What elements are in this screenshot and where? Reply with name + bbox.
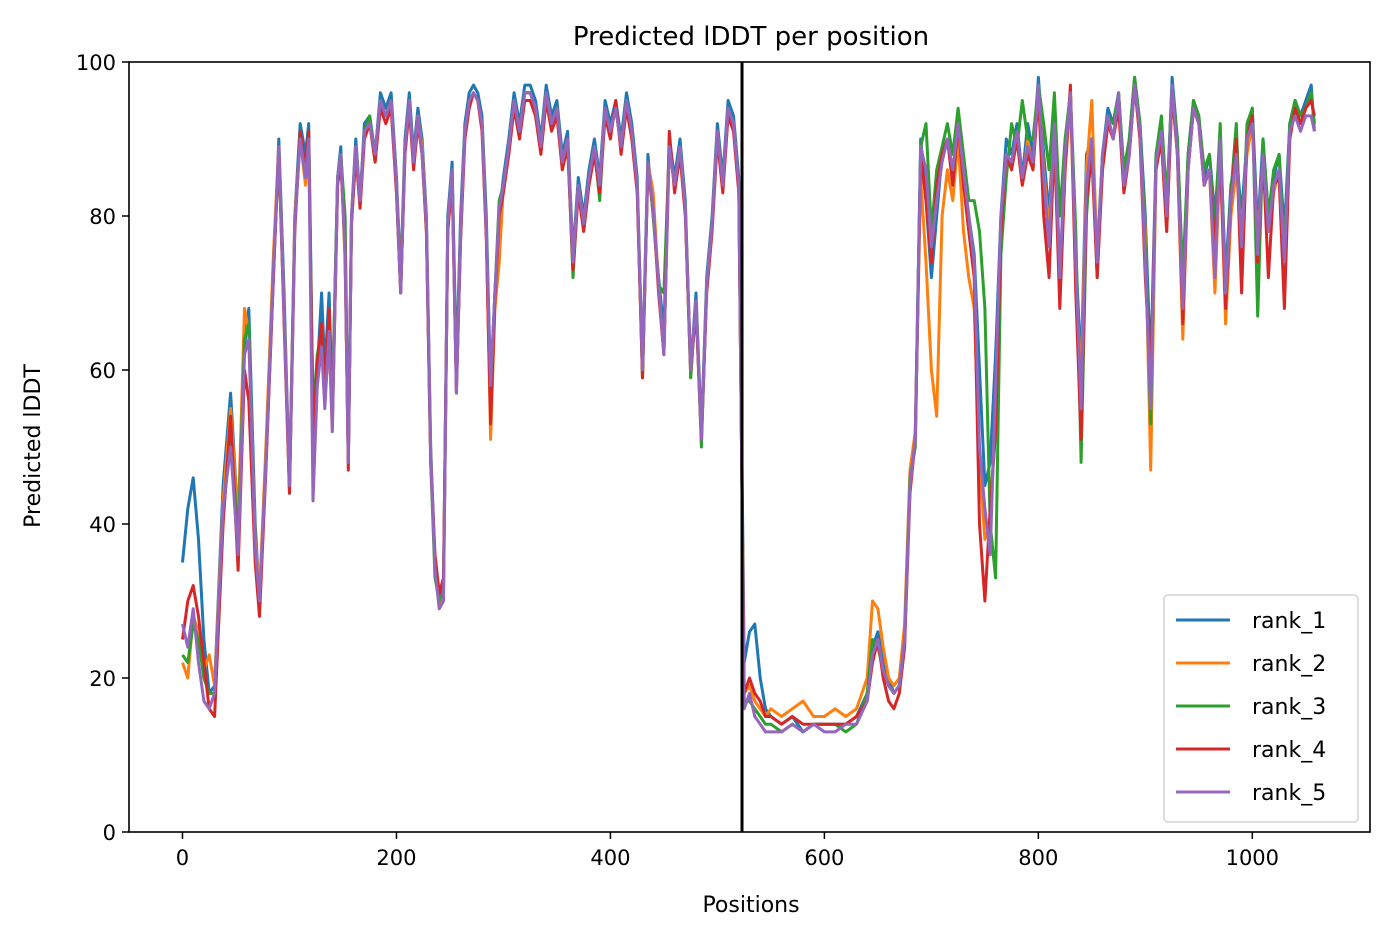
legend-label: rank_2 xyxy=(1252,652,1326,677)
legend-label: rank_4 xyxy=(1252,738,1326,763)
y-tick-label: 80 xyxy=(89,205,116,229)
legend-label: rank_5 xyxy=(1252,781,1326,806)
y-tick-label: 0 xyxy=(103,821,116,845)
x-tick-label: 0 xyxy=(176,846,189,870)
legend-label: rank_3 xyxy=(1252,695,1326,720)
y-tick-label: 60 xyxy=(89,359,116,383)
y-tick-label: 40 xyxy=(89,513,116,537)
y-tick-label: 100 xyxy=(76,51,116,75)
y-tick-label: 20 xyxy=(89,667,116,691)
series-layer xyxy=(181,75,1316,734)
x-tick-label: 200 xyxy=(376,846,416,870)
x-axis-title: Positions xyxy=(702,893,799,918)
x-tick-label: 400 xyxy=(590,846,630,870)
y-axis-title: Predicted lDDT xyxy=(21,364,46,528)
x-axis: 0 200 400 600 800 1000 xyxy=(176,832,1279,870)
plot-area-frame xyxy=(128,61,1371,833)
x-tick-label: 600 xyxy=(804,846,844,870)
x-tick-label: 1000 xyxy=(1226,846,1279,870)
series-line-rank-5 xyxy=(181,83,1316,734)
y-axis: 0 20 40 60 80 100 xyxy=(76,51,129,845)
x-tick-label: 800 xyxy=(1018,846,1058,870)
legend: rank_1 rank_2 rank_3 rank_4 rank_5 xyxy=(1163,594,1359,823)
legend-label: rank_1 xyxy=(1252,609,1326,634)
chart-title: Predicted lDDT per position xyxy=(573,22,929,52)
legend-box xyxy=(1163,594,1359,823)
